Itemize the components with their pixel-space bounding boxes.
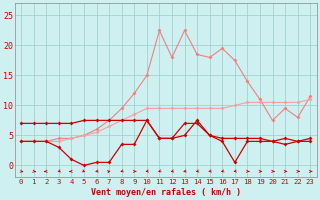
X-axis label: Vent moyen/en rafales ( km/h ): Vent moyen/en rafales ( km/h )	[91, 188, 241, 197]
